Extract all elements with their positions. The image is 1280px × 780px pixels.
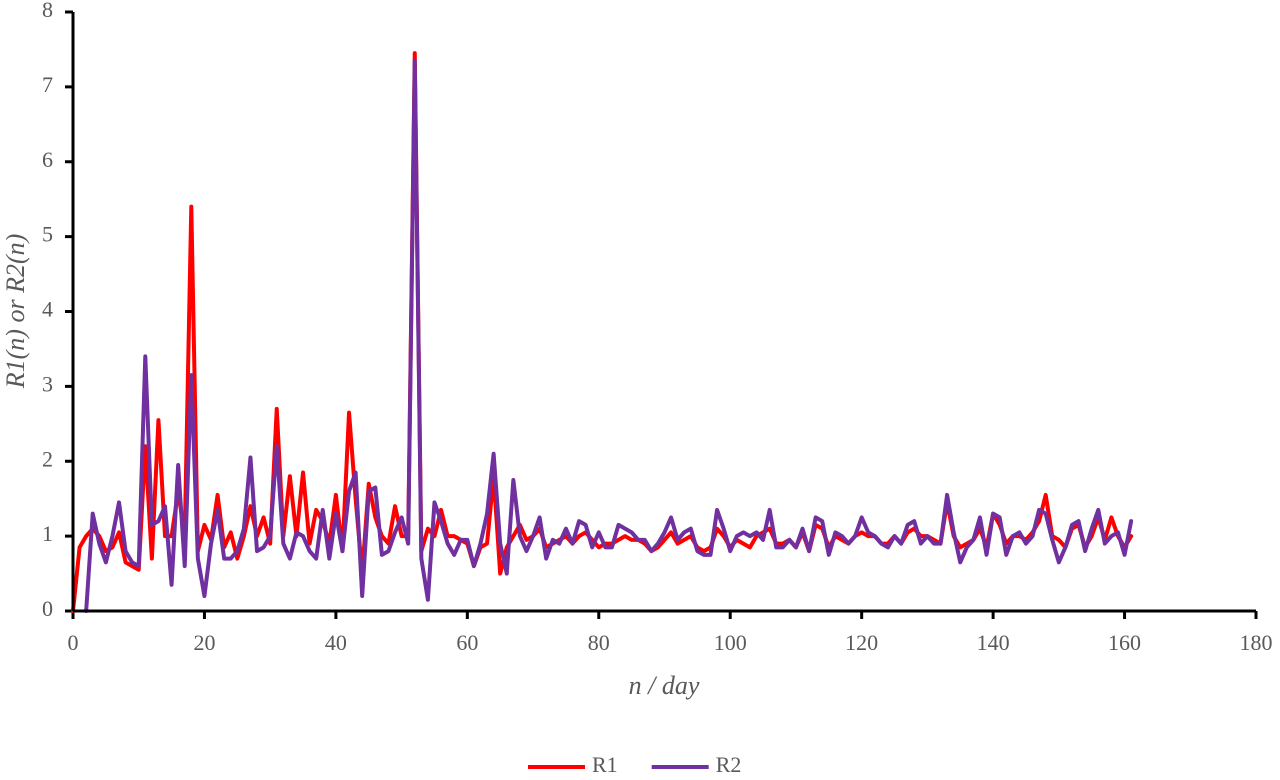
y-tick-label: 5 [42,222,53,247]
x-tick-label: 0 [68,630,79,655]
y-tick-label: 8 [42,0,53,22]
x-tick-label: 100 [714,630,747,655]
legend-label: R1 [592,752,618,777]
x-tick-label: 60 [456,630,478,655]
x-tick-label: 40 [325,630,347,655]
x-axis-title: n / day [629,671,700,700]
x-tick-label: 180 [1240,630,1273,655]
series-line [84,58,1134,613]
y-tick-label: 6 [42,147,53,172]
y-tick-label: 4 [42,297,53,322]
x-tick-label: 120 [845,630,878,655]
x-tick-label: 80 [588,630,610,655]
x-tick-label: 160 [1108,630,1141,655]
x-tick-label: 20 [193,630,215,655]
legend-label: R2 [716,752,742,777]
y-tick-label: 0 [42,596,53,621]
y-tick-label: 1 [42,521,53,546]
y-tick-label: 2 [42,446,53,471]
series-line [71,51,1134,613]
x-tick-label: 140 [977,630,1010,655]
y-tick-label: 3 [42,371,53,396]
y-axis-title: R1(n) or R2(n) [1,234,30,390]
y-tick-label: 7 [42,72,53,97]
